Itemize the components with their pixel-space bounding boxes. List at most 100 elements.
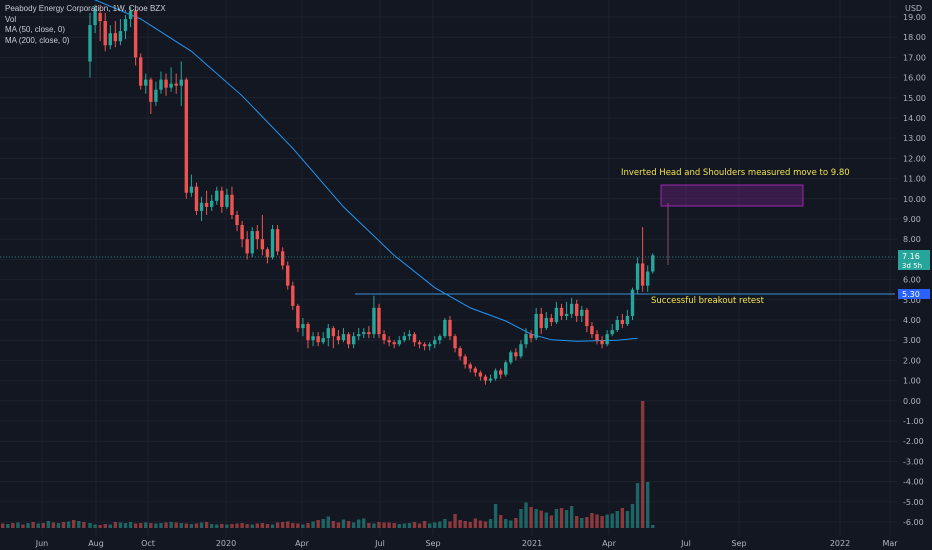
volume-bar — [164, 522, 168, 528]
volume-bar — [61, 522, 66, 528]
volume-bar — [392, 523, 396, 528]
candle-body — [316, 336, 320, 343]
volume-bar — [564, 510, 569, 528]
candlesticks[interactable] — [88, 4, 655, 385]
candle-body — [463, 356, 467, 365]
volume-bar — [412, 522, 417, 528]
volume-bar — [417, 523, 422, 528]
ma200-indicator-label[interactable]: MA (200, close, 0) — [5, 35, 70, 45]
candle-body — [575, 303, 579, 316]
volume-bar — [301, 524, 305, 528]
volume-bar — [265, 524, 270, 528]
volume-bar — [209, 524, 214, 528]
y-tick-label: 16.00 — [903, 74, 926, 83]
candle-body — [149, 79, 153, 102]
candle-body — [189, 186, 194, 193]
volume-bar — [149, 523, 153, 528]
volume-bar — [463, 521, 467, 528]
volume-bar — [88, 523, 92, 528]
x-tick-label: Apr — [602, 539, 617, 548]
volume-bar — [6, 524, 10, 528]
drawing-overlay[interactable]: Inverted Head and Shoulders measured mov… — [0, 168, 897, 306]
volume-bar — [270, 524, 275, 528]
volume-bar — [372, 523, 376, 528]
vol-indicator-label[interactable]: Vol — [5, 14, 17, 24]
ma50-indicator-label[interactable]: MA (50, close, 0) — [5, 25, 66, 34]
candle-body — [483, 376, 488, 381]
candle-body — [184, 79, 189, 193]
candle-body — [336, 336, 341, 341]
candle-body — [133, 10, 138, 58]
last-price-tag — [898, 250, 930, 270]
candle-body — [564, 313, 569, 316]
y-tick-label: 15.00 — [903, 94, 926, 103]
candle-body — [93, 8, 97, 26]
volume-bar — [179, 523, 183, 528]
candle-body — [215, 190, 219, 201]
volume-bar — [402, 523, 407, 528]
volume-bar — [468, 522, 472, 528]
grid-lines — [0, 0, 897, 535]
candle-body — [123, 19, 128, 32]
volume-bar — [16, 522, 20, 528]
candle-body — [164, 79, 168, 88]
volume-bar — [123, 523, 128, 528]
volume-bar — [640, 401, 645, 528]
candle-body — [240, 225, 244, 240]
candle-body — [372, 307, 376, 335]
candle-body — [199, 202, 204, 211]
x-tick-label: 2020 — [216, 539, 236, 548]
volume-bar — [367, 523, 371, 528]
volume-bar — [204, 522, 209, 528]
y-tick-label: 17.00 — [903, 53, 926, 62]
volume-bar — [26, 523, 30, 528]
candle-body — [468, 364, 472, 369]
volume-bar — [66, 521, 71, 528]
volume-bar — [21, 524, 25, 528]
volume-bar — [316, 520, 320, 528]
symbol-title[interactable]: Peabody Energy Corporation, 1W, Cboe BZX — [5, 4, 166, 13]
volume-bar — [235, 523, 239, 528]
last-price-countdown: 3d 5h — [902, 262, 922, 270]
time-axis[interactable]: Jun Aug Oct 2020 Apr Jul Sep 2021 Apr Jul Sep 2022 M… — [35, 539, 899, 548]
candle-body — [453, 336, 457, 349]
volume-bar — [31, 522, 35, 528]
candle-body — [590, 326, 594, 335]
volume-bar — [108, 524, 112, 528]
volume-bar — [128, 522, 133, 528]
candle-body — [291, 285, 295, 306]
candle-body — [397, 340, 401, 345]
volume-bar — [11, 523, 15, 528]
candle-body — [534, 313, 538, 339]
volume-bar — [351, 522, 356, 528]
volume-bar — [651, 525, 655, 528]
candle-body — [311, 336, 315, 341]
candle-body — [519, 344, 523, 357]
volume-bar — [569, 506, 574, 528]
candle-body — [433, 340, 437, 345]
y-tick-label: -3.00 — [903, 457, 924, 466]
volume-bar — [280, 522, 285, 528]
candle-body — [585, 309, 589, 327]
target-box[interactable] — [660, 184, 804, 207]
volume-bar — [534, 509, 538, 528]
volume-bar — [559, 508, 564, 528]
volume-bar — [41, 523, 45, 528]
candle-body — [427, 344, 432, 347]
neckline-label: 5.30 — [902, 290, 920, 299]
volume-bar — [346, 521, 351, 528]
volume-bar — [362, 518, 366, 528]
candle-body — [98, 12, 102, 22]
y-tick-label: 10.00 — [903, 195, 926, 204]
volume-bar — [174, 522, 178, 528]
y-tick-label: 9.00 — [903, 215, 921, 224]
candle-body — [625, 315, 630, 325]
candle-body — [402, 336, 407, 341]
candle-body — [321, 338, 325, 343]
candle-body — [569, 303, 574, 314]
axis-currency: USD — [905, 4, 922, 13]
volume-bar — [427, 523, 432, 528]
volume-bar — [1, 523, 5, 528]
